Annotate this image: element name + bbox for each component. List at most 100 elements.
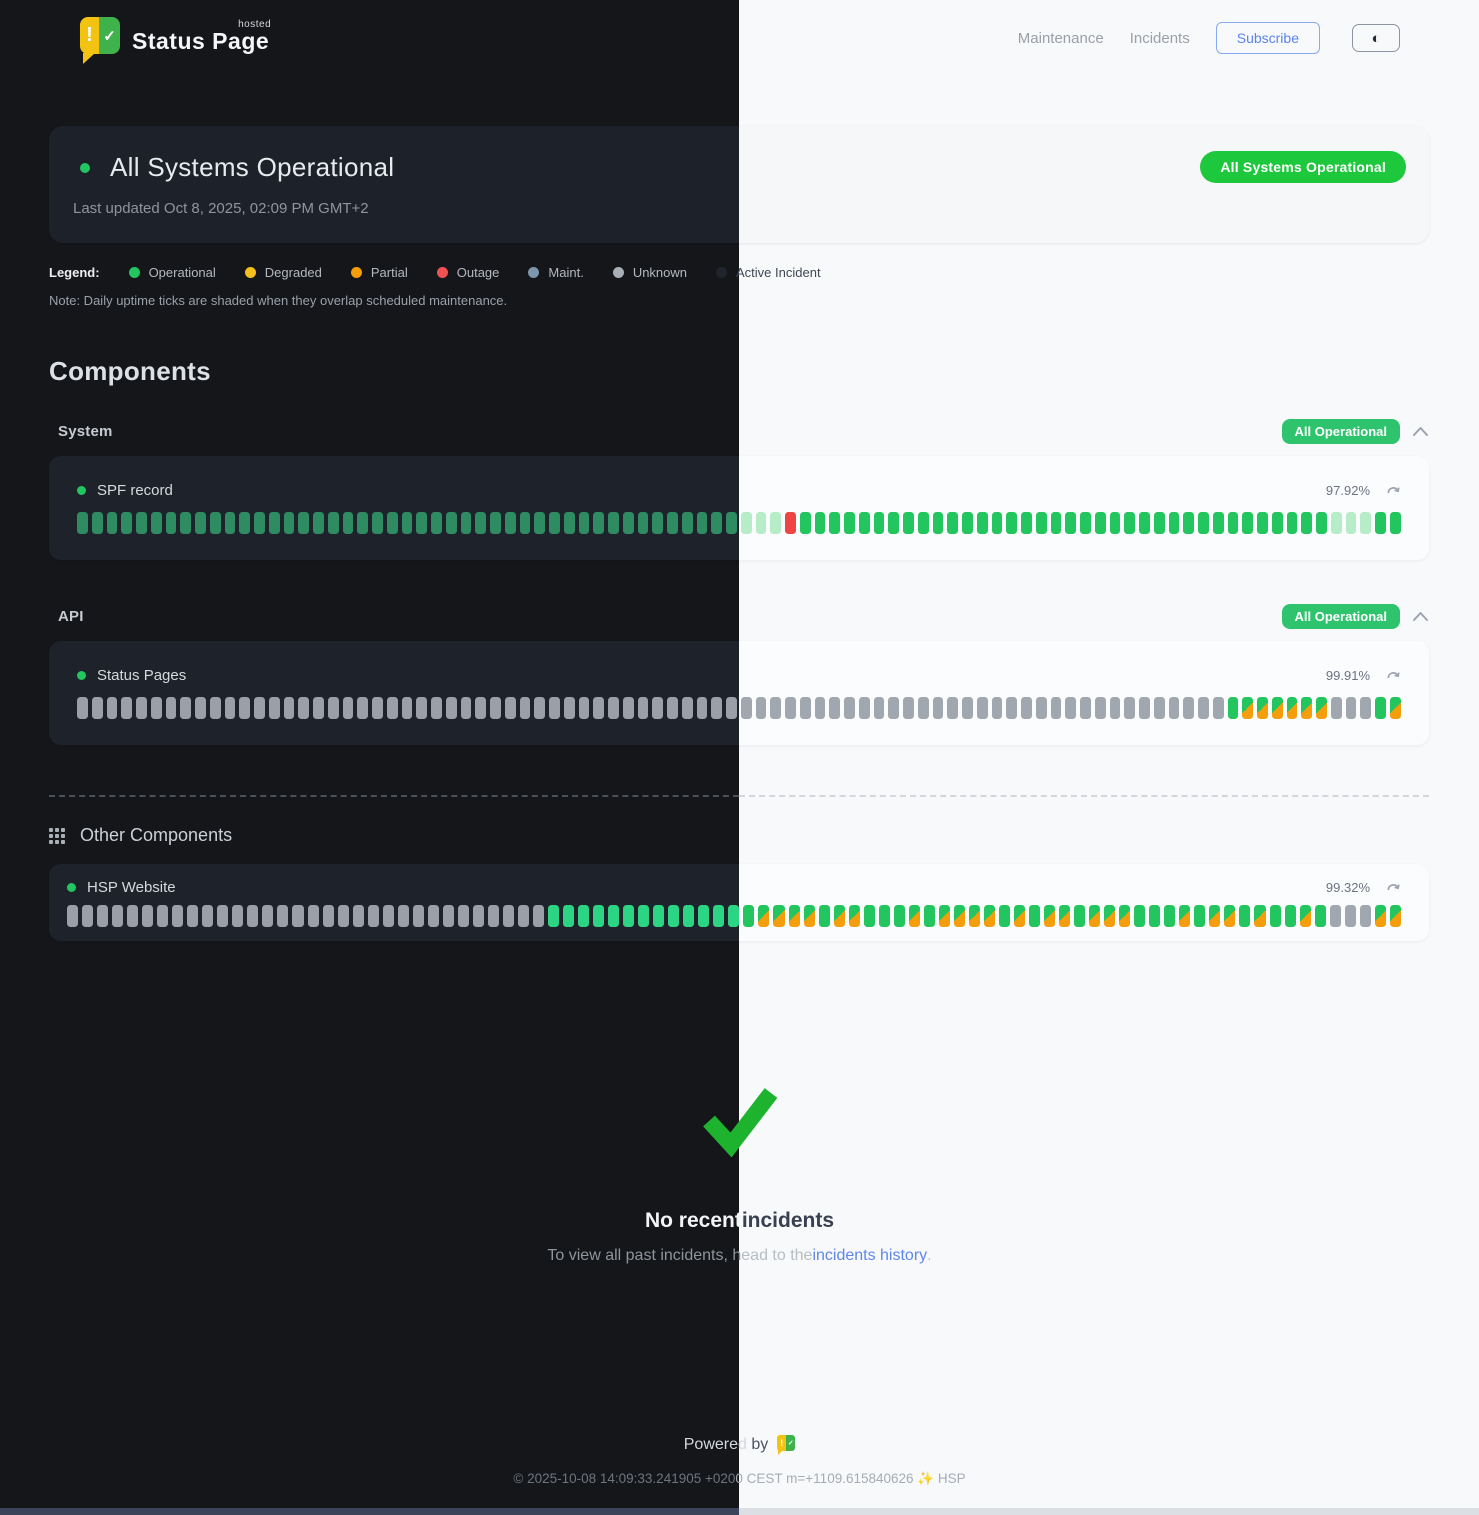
- logo-title: hosted Status Page: [132, 19, 272, 54]
- uptime-tick: [472, 905, 484, 927]
- uptime-tick: [307, 905, 319, 927]
- incidents-history-link[interactable]: incidents history: [812, 1247, 928, 1264]
- maint-dot-icon: [528, 267, 540, 278]
- subscribe-button[interactable]: Subscribe: [1215, 22, 1320, 54]
- legend-operational: Operational: [128, 265, 216, 280]
- legend-label: Legend:: [49, 265, 100, 280]
- uptime-tick: [755, 512, 767, 534]
- uptime-tick: [785, 697, 796, 719]
- uptime-tick: [1164, 905, 1176, 927]
- uptime-tick: [534, 697, 545, 719]
- uptime-tick: [165, 697, 177, 719]
- uptime-tick: [683, 905, 695, 927]
- uptime-tick: [740, 512, 752, 534]
- legend-partial: Partial: [350, 265, 408, 280]
- uptime-tick: [1198, 512, 1209, 534]
- logo-icon: ! ✓: [80, 17, 120, 64]
- uptime-tick: [976, 697, 988, 719]
- uptime-tick: [1330, 512, 1342, 534]
- theme-toggle-button[interactable]: ◐: [1352, 24, 1400, 52]
- uptime-tick: [653, 905, 665, 927]
- uptime-tick: [878, 905, 890, 927]
- uptime-tick: [136, 697, 147, 719]
- uptime-tick: [991, 512, 1003, 534]
- refresh-icon[interactable]: [1386, 484, 1401, 497]
- uptime-tick: [475, 697, 486, 719]
- uptime-tick: [1242, 512, 1253, 534]
- uptime-tick: [1239, 905, 1251, 927]
- uptime-tick: [773, 905, 785, 927]
- group-system: System All Operational SPF record 97.92%: [49, 419, 1429, 560]
- uptime-tick: [268, 512, 280, 534]
- uptime-tick: [1359, 905, 1371, 927]
- uptime-tick: [1109, 512, 1121, 534]
- uptime-tick: [799, 512, 811, 534]
- uptime-tick: [313, 697, 324, 719]
- uptime-tick: [106, 512, 118, 534]
- uptime-tick: [209, 512, 221, 534]
- uptime-tick: [1035, 697, 1047, 719]
- uptime-tick: [457, 905, 469, 927]
- uptime-tick: [431, 697, 442, 719]
- refresh-icon[interactable]: [1386, 881, 1401, 894]
- nav-maintenance[interactable]: Maintenance: [1017, 29, 1104, 47]
- uptime-tick: [262, 905, 274, 927]
- uptime-percent: 99.91%: [1325, 668, 1370, 683]
- uptime-tick: [313, 512, 324, 534]
- uptime-tick: [1375, 697, 1386, 719]
- component-status-dot: [77, 486, 86, 495]
- uptime-tick: [1269, 905, 1281, 927]
- uptime-tick: [1179, 905, 1191, 927]
- uptime-tick: [91, 512, 103, 534]
- uptime-tick: [908, 905, 920, 927]
- uptime-tick: [427, 905, 439, 927]
- uptime-tick: [224, 697, 236, 719]
- uptime-tick: [549, 512, 560, 534]
- uptime-tick: [442, 905, 454, 927]
- refresh-icon[interactable]: [1386, 669, 1401, 682]
- uptime-tick: [549, 697, 560, 719]
- overall-status-title: All Systems Operational: [110, 152, 395, 182]
- uptime-tick: [367, 905, 379, 927]
- uptime-tick: [127, 905, 139, 927]
- chevron-up-icon[interactable]: [1412, 611, 1429, 622]
- uptime-tick: [1080, 697, 1091, 719]
- uptime-tick: [1104, 905, 1116, 927]
- uptime-tick: [1153, 512, 1165, 534]
- uptime-tick: [1013, 905, 1025, 927]
- uptime-tick: [563, 697, 575, 719]
- unknown-dot-icon: [612, 267, 624, 278]
- uptime-tick: [1242, 697, 1253, 719]
- powered-by-logo-icon[interactable]: ! ✓: [777, 1435, 796, 1455]
- horizontal-scrollbar[interactable]: [0, 1508, 1479, 1515]
- uptime-tick: [1209, 905, 1221, 927]
- uptime-tick: [711, 697, 722, 719]
- uptime-tick: [217, 905, 229, 927]
- group-system-badge: All Operational: [1281, 419, 1400, 444]
- uptime-tick: [1344, 905, 1356, 927]
- uptime-tick: [818, 905, 830, 927]
- uptime-tick: [534, 512, 545, 534]
- uptime-tick: [1035, 512, 1047, 534]
- uptime-tick: [608, 512, 619, 534]
- uptime-tick: [1119, 905, 1131, 927]
- uptime-tick: [1065, 512, 1076, 534]
- uptime-tick: [254, 512, 265, 534]
- uptime-tick: [504, 697, 516, 719]
- uptime-tick: [1139, 512, 1150, 534]
- uptime-tick: [67, 905, 79, 927]
- nav-incidents[interactable]: Incidents: [1129, 29, 1190, 47]
- uptime-tick: [578, 512, 590, 534]
- chevron-up-icon[interactable]: [1412, 426, 1429, 437]
- uptime-tick: [180, 512, 191, 534]
- uptime-tick: [1139, 697, 1150, 719]
- uptime-tick: [548, 905, 560, 927]
- uptime-tick: [342, 697, 354, 719]
- uptime-tick: [844, 512, 855, 534]
- uptime-tick: [165, 512, 177, 534]
- uptime-tick: [713, 905, 725, 927]
- logo[interactable]: ! ✓ hosted Status Page: [80, 17, 272, 64]
- uptime-tick: [923, 905, 935, 927]
- uptime-tick: [1316, 697, 1327, 719]
- uptime-tick: [728, 905, 740, 927]
